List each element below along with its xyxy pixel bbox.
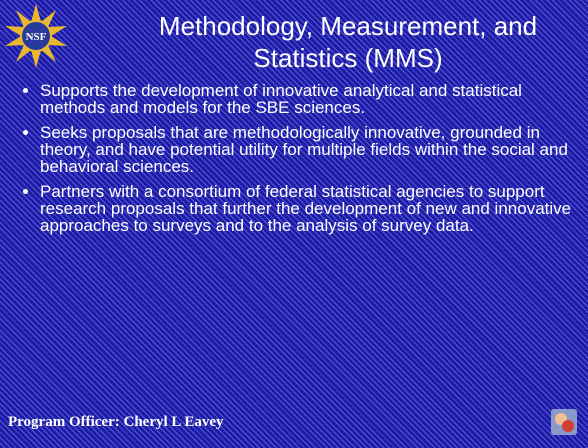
title-line: Statistics (MMS)	[110, 42, 586, 74]
bullet: Partners with a consortium of federal st…	[40, 183, 580, 234]
footer: Program Officer: Cheryl L Eavey	[8, 414, 224, 431]
logo-text: NSF	[26, 31, 47, 43]
nsf-logo: NSF	[4, 4, 68, 68]
bullet: Seeks proposals that are methodologicall…	[40, 124, 580, 175]
corner-icon	[550, 408, 578, 436]
slide: NSF Methodology, Measurement, and Statis…	[0, 0, 588, 448]
icon-shape	[562, 420, 574, 432]
title-line: Methodology, Measurement, and	[110, 10, 586, 42]
bullet-list: Supports the development of innovative a…	[22, 82, 580, 242]
slide-title: Methodology, Measurement, and Statistics…	[110, 10, 586, 74]
bullet: Supports the development of innovative a…	[40, 82, 580, 116]
